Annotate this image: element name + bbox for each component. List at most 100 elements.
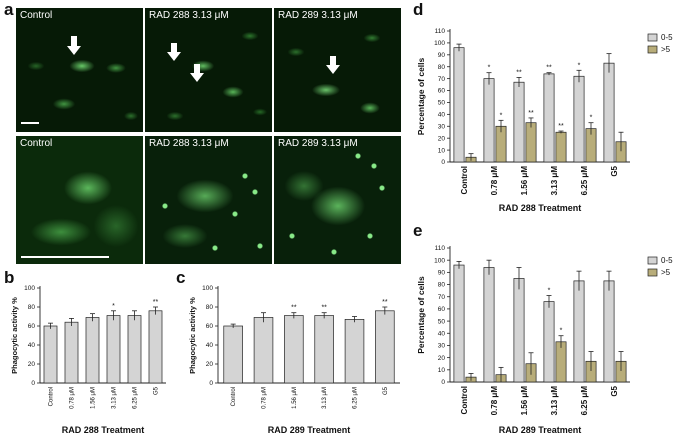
- significance-label: **: [291, 305, 297, 312]
- x-tick-label: 1.56 μM: [520, 386, 529, 416]
- x-tick-label: 1.56 μM: [91, 387, 97, 409]
- y-axis-label: Phagocytic activity %: [188, 297, 197, 374]
- y-tick-label: 40: [28, 342, 36, 349]
- y-tick-label: 0: [209, 380, 213, 387]
- x-tick-label: G5: [383, 386, 389, 395]
- y-tick-label: 0: [441, 379, 445, 386]
- panel-label-c: c: [176, 268, 186, 287]
- y-tick-label: 110: [435, 245, 446, 252]
- x-tick-label: Control: [460, 166, 469, 194]
- scale-bar: [21, 122, 39, 124]
- x-tick-label: 3.13 μM: [550, 166, 559, 196]
- y-tick-label: 100: [434, 40, 445, 47]
- legend-swatch: [647, 33, 658, 42]
- y-tick-label: 0: [31, 380, 35, 387]
- significance-label: *: [548, 288, 551, 295]
- bar: [453, 264, 465, 383]
- micrograph-rad288-bottom: RAD 288 3.13 μM: [145, 136, 272, 264]
- x-tick-label: 6.25 μM: [580, 166, 589, 196]
- y-tick-label: 80: [28, 304, 36, 311]
- legend-swatch: [647, 256, 658, 265]
- x-tick-label: Control: [231, 387, 237, 406]
- panel-label-b: b: [4, 268, 15, 287]
- legend-label: 0-5: [661, 256, 673, 265]
- y-tick-label: 110: [435, 28, 446, 35]
- x-tick-label: 1.56 μM: [292, 387, 298, 409]
- bar: [573, 280, 585, 383]
- y-tick-label: 20: [438, 355, 446, 362]
- panel-label-a: a: [4, 0, 14, 19]
- significance-label: *: [500, 112, 503, 119]
- x-axis-label: RAD 289 Treatment: [499, 425, 582, 435]
- x-tick-label: Control: [460, 386, 469, 414]
- y-tick-label: 20: [28, 361, 36, 368]
- micrograph-control-top: Control: [16, 8, 143, 132]
- x-tick-label: 3.13 μM: [322, 387, 328, 409]
- legend-label: 0-5: [661, 33, 673, 42]
- significance-label: *: [112, 303, 115, 310]
- y-axis-label: Percentage of cells: [416, 276, 426, 354]
- micrograph-rad288-top: RAD 288 3.13 μM: [145, 8, 272, 132]
- y-tick-label: 90: [438, 270, 446, 277]
- significance-label: **: [516, 69, 522, 76]
- y-tick-label: 100: [202, 285, 213, 292]
- bar: [603, 280, 615, 383]
- x-tick-label: G5: [154, 386, 160, 395]
- x-tick-label: 6.25 μM: [353, 387, 359, 409]
- y-tick-label: 0: [441, 159, 445, 166]
- x-tick-label: 0.78 μM: [262, 387, 268, 409]
- significance-label: *: [590, 115, 593, 122]
- x-tick-label: G5: [610, 385, 619, 396]
- micrograph-rad289-bottom: RAD 289 3.13 μM: [274, 136, 401, 264]
- significance-label: **: [528, 110, 534, 117]
- bar: [483, 267, 495, 383]
- x-tick-label: 1.56 μM: [520, 166, 529, 196]
- x-tick-label: 3.13 μM: [550, 386, 559, 416]
- y-tick-label: 20: [206, 361, 214, 368]
- y-tick-label: 100: [24, 285, 35, 292]
- y-tick-label: 80: [438, 64, 446, 71]
- x-tick-label: 0.78 μM: [70, 387, 76, 409]
- y-tick-label: 60: [438, 88, 446, 95]
- micrograph-rad289-top: RAD 289 3.13 μM: [274, 8, 401, 132]
- x-tick-label: 3.13 μM: [112, 387, 118, 409]
- bar: [513, 278, 525, 383]
- y-tick-label: 60: [28, 323, 36, 330]
- legend-swatch: [647, 45, 658, 54]
- arrow-icon: [167, 43, 181, 61]
- x-axis-label: RAD 288 Treatment: [62, 425, 145, 435]
- arrow-icon: [190, 64, 204, 82]
- micrograph-label: RAD 289 3.13 μM: [278, 10, 358, 21]
- panel-label-d: d: [413, 0, 424, 19]
- y-tick-label: 50: [438, 100, 446, 107]
- y-tick-label: 30: [438, 123, 446, 130]
- micrograph-label: Control: [20, 10, 53, 21]
- x-tick-label: G5: [610, 165, 619, 176]
- significance-label: *: [578, 62, 581, 69]
- y-tick-label: 60: [206, 323, 214, 330]
- x-tick-label: Control: [49, 387, 55, 406]
- y-tick-label: 100: [434, 257, 445, 264]
- arrow-icon: [326, 56, 340, 74]
- y-tick-label: 50: [438, 318, 446, 325]
- legend-swatch: [647, 268, 658, 277]
- scale-bar: [21, 256, 109, 258]
- significance-label: *: [488, 65, 491, 72]
- y-tick-label: 60: [438, 306, 446, 313]
- significance-label: **: [382, 299, 388, 306]
- y-tick-label: 40: [438, 112, 446, 119]
- micrograph-label: RAD 289 3.13 μM: [278, 138, 358, 149]
- y-tick-label: 70: [438, 294, 446, 301]
- bar: [543, 301, 555, 383]
- arrow-icon: [67, 36, 81, 55]
- y-tick-label: 80: [438, 282, 446, 289]
- panel-label-e: e: [413, 221, 423, 240]
- legend-label: >5: [661, 268, 671, 277]
- x-tick-label: 6.25 μM: [133, 387, 139, 409]
- y-tick-label: 40: [206, 342, 214, 349]
- x-axis-label: RAD 288 Treatment: [499, 203, 582, 213]
